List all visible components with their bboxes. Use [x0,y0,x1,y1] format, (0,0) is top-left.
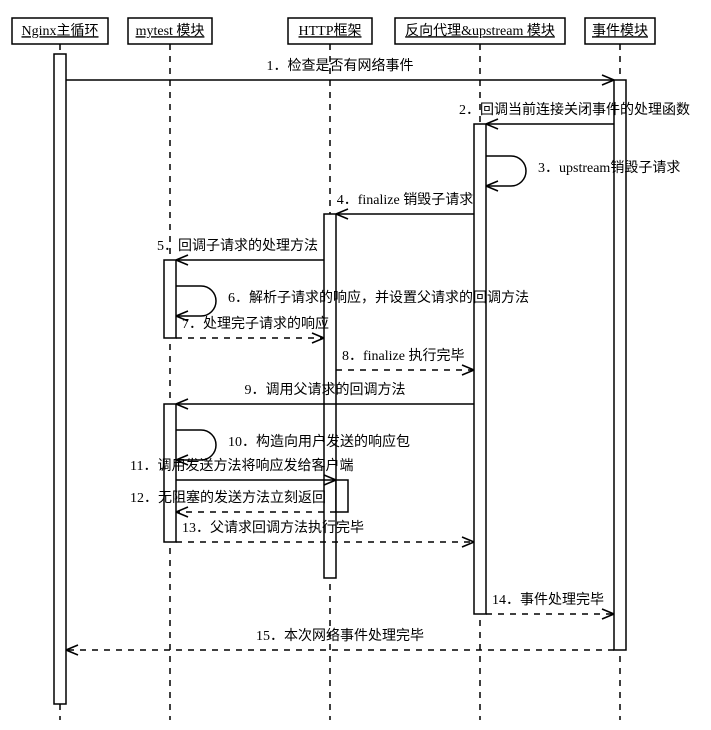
message-label-7: 9．调用父请求的回调方法 [245,382,406,398]
message-6: 8．finalize 执行完毕 [336,348,474,375]
message-4: 5．回调子请求的处理方法 [157,238,324,265]
activation-mytest-4 [164,260,176,338]
self-call-upstream-0: 3．upstream销毁子请求 [486,156,680,191]
message-label-1: 1．检查是否有网络事件 [267,58,414,74]
participant-label-event: 事件模块 [592,23,648,39]
message-3: 4．finalize 销毁子请求 [336,192,474,219]
message-label-8: 11．调用发送方法将响应发给客户端 [130,457,353,474]
participant-label-nginx: Nginx主循环 [22,23,99,39]
activation-nginx-0 [54,54,66,704]
message-1: 1．检查是否有网络事件 [66,58,614,85]
message-label-5: 7．处理完子请求的响应 [182,315,329,332]
message-9: 12．无阻塞的发送方法立刻返回 [130,489,336,517]
message-label-2: 2．回调当前连接关闭事件的处理函数 [459,101,690,118]
activation-http-6 [336,480,348,512]
message-label-6: 8．finalize 执行完毕 [342,348,464,364]
self-call-label-0: 3．upstream销毁子请求 [538,160,680,176]
message-11: 14．事件处理完毕 [486,592,614,619]
activation-upstream-2 [474,124,486,614]
message-5: 7．处理完子请求的响应 [176,315,329,343]
message-12: 15．本次网络事件处理完毕 [66,628,614,655]
participant-label-http: HTTP框架 [299,23,362,39]
message-2: 2．回调当前连接关闭事件的处理函数 [459,101,690,129]
message-label-4: 5．回调子请求的处理方法 [157,238,318,254]
self-call-label-1: 6．解析子请求的响应，并设置父请求的回调方法 [228,289,529,306]
message-label-3: 4．finalize 销毁子请求 [337,192,473,208]
message-label-9: 12．无阻塞的发送方法立刻返回 [130,489,326,506]
participant-label-mytest: mytest 模块 [136,23,205,39]
self-call-label-2: 10．构造向用户发送的响应包 [228,433,410,450]
message-label-11: 14．事件处理完毕 [492,592,604,608]
message-label-10: 13．父请求回调方法执行完毕 [182,520,364,536]
participant-label-upstream: 反向代理&upstream 模块 [405,23,555,39]
message-label-12: 15．本次网络事件处理完毕 [256,628,424,644]
